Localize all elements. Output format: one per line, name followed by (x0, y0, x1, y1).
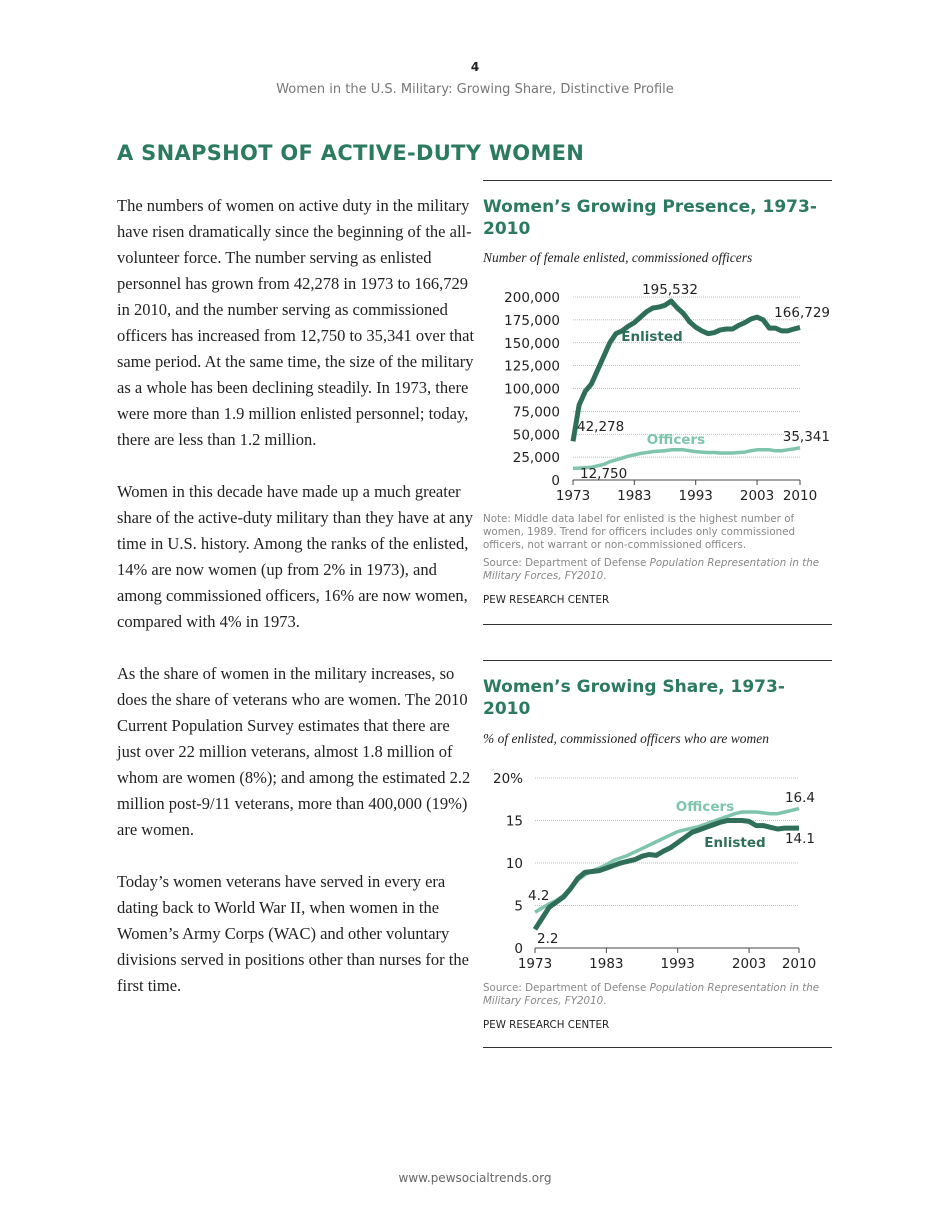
credit: PEW RESEARCH CENTER (483, 1019, 610, 1031)
series-label-officers: Officers (647, 432, 705, 448)
paragraph: Women in this decade have made up a much… (117, 482, 473, 631)
y-tick-label: 0 (514, 941, 523, 957)
data-label: 195,532 (642, 282, 698, 298)
x-tick-label: 2010 (782, 956, 816, 972)
series-label-enlisted: Enlisted (704, 835, 765, 851)
chart-subtitle: Number of female enlisted, commissioned … (483, 250, 753, 265)
paragraph: As the share of women in the military in… (117, 664, 471, 839)
divider (483, 1047, 832, 1048)
chart-source: Source: Department of Defense Population… (483, 557, 835, 583)
source-suffix: . (603, 995, 607, 1007)
y-tick-label: 5 (514, 899, 523, 915)
data-label: 16.4 (785, 790, 815, 806)
series-line-enlisted (570, 298, 801, 442)
x-tick-label: 2003 (732, 956, 766, 972)
data-label: 166,729 (774, 305, 830, 321)
y-tick-label: 10 (506, 856, 523, 872)
y-tick-label: 25,000 (513, 450, 560, 466)
x-tick-label: 2003 (740, 488, 774, 504)
chart-source: Source: Department of Defense Population… (483, 982, 835, 1008)
section-title: A SNAPSHOT OF ACTIVE-DUTY WOMEN (117, 141, 585, 165)
data-label: 2.2 (537, 931, 558, 947)
x-tick-label: 1973 (518, 956, 552, 972)
paragraph: Today’s women veterans have served in ev… (117, 872, 469, 995)
footer-url: www.pewsocialtrends.org (398, 1171, 552, 1185)
divider (483, 180, 832, 181)
y-tick-label: 125,000 (504, 359, 560, 375)
data-label: 14.1 (785, 831, 815, 847)
source-title: Population Representation in the Militar… (483, 982, 820, 1007)
x-tick-label: 1993 (661, 956, 695, 972)
source-prefix: Source: Department of Defense (483, 982, 650, 994)
divider (483, 660, 832, 661)
chart-title: Women’s Growing Share, 1973-2010 (483, 677, 785, 719)
y-tick-label: 100,000 (504, 382, 560, 398)
source-title: Population Representation in the Militar… (483, 557, 820, 582)
source-suffix: . (603, 570, 607, 582)
data-label: 4.2 (528, 888, 549, 904)
x-tick-label: 1973 (556, 488, 590, 504)
chart-share: 0 5 10 15 20% 1973 1983 1993 2003 2010 16.4 14.1 4.2… (493, 771, 816, 972)
x-tick-label: 1983 (589, 956, 623, 972)
chart-subtitle: % of enlisted, commissioned officers who… (483, 731, 769, 746)
y-tick-label: 75,000 (513, 404, 560, 420)
x-tick-label: 2010 (783, 488, 817, 504)
chart-note: Note: Middle data label for enlisted is … (483, 513, 796, 551)
divider (483, 624, 832, 625)
source-prefix: Source: Department of Defense (483, 557, 650, 569)
y-tick-label: 200,000 (504, 290, 560, 306)
series-label-enlisted: Enlisted (621, 329, 682, 345)
credit: PEW RESEARCH CENTER (483, 594, 610, 606)
data-label: 12,750 (580, 466, 627, 482)
running-header: Women in the U.S. Military: Growing Shar… (276, 82, 674, 97)
y-tick-label: 0 (551, 473, 560, 489)
data-label: 35,341 (783, 429, 830, 445)
series-line-officers (572, 445, 801, 471)
chart-presence: 0 25,000 50,000 75,000 100,000 125,000 150,000… (504, 282, 830, 504)
series-line-enlisted (532, 818, 799, 931)
data-label: 42,278 (577, 419, 624, 435)
page-number: 4 (470, 60, 480, 74)
paragraph: The numbers of women on active duty in t… (117, 196, 475, 449)
series-label-officers: Officers (676, 799, 734, 815)
body-text: The numbers of women on active duty in t… (117, 193, 477, 999)
y-tick-label: 175,000 (504, 313, 560, 329)
x-tick-label: 1993 (679, 488, 713, 504)
y-tick-label: 150,000 (504, 336, 560, 352)
y-tick-label: 50,000 (513, 427, 560, 443)
chart-title: Women’s Growing Presence, 1973-2010 (483, 197, 817, 239)
y-tick-label: 15 (506, 814, 523, 830)
x-tick-label: 1983 (617, 488, 651, 504)
y-tick-label: 20% (493, 771, 523, 787)
